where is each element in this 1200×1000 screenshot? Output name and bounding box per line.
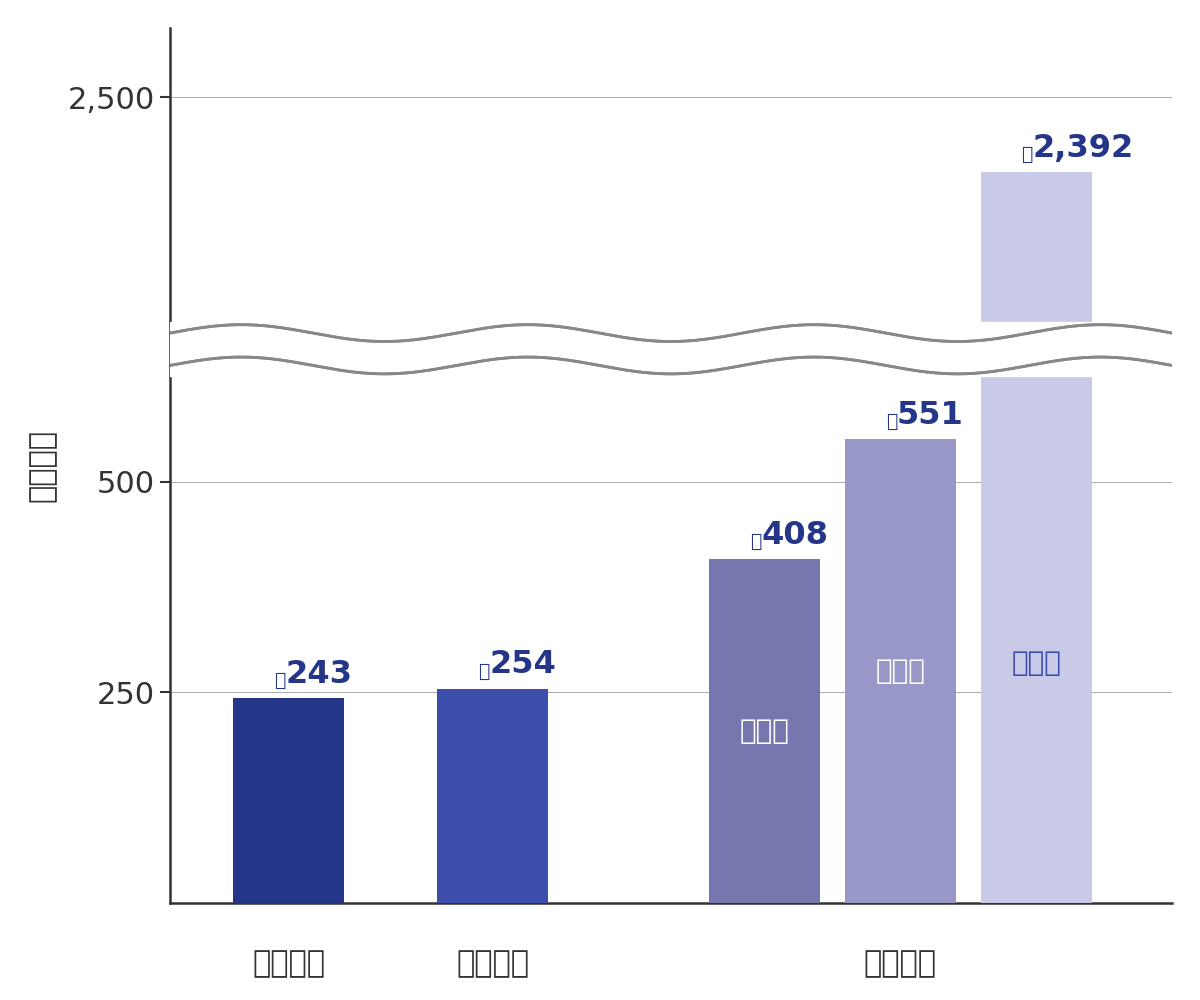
Text: 約: 約 [478,661,490,680]
Text: 254: 254 [490,649,556,680]
Text: 約: 約 [1021,145,1033,164]
Text: 約: 約 [750,532,761,551]
Text: 理科系: 理科系 [876,657,925,685]
Bar [845,439,955,903]
Text: 文化系: 文化系 [739,717,790,745]
Text: 551: 551 [896,400,964,431]
Text: 243: 243 [286,659,353,690]
Text: 2,392: 2,392 [1033,133,1134,164]
Bar [709,559,820,903]
Text: 約: 約 [886,412,896,431]
Text: 約: 約 [274,671,286,690]
Text: 医歯系: 医歯系 [1012,649,1061,677]
Bar [982,172,1092,903]
Text: 408: 408 [761,520,828,551]
Text: 公立大学: 公立大学 [456,949,529,978]
Bar [234,698,344,903]
Y-axis label: （万円）: （万円） [28,429,56,502]
Text: 国立大学: 国立大学 [252,949,325,978]
Bar [437,689,547,903]
Text: 私立大学: 私立大学 [864,949,937,978]
